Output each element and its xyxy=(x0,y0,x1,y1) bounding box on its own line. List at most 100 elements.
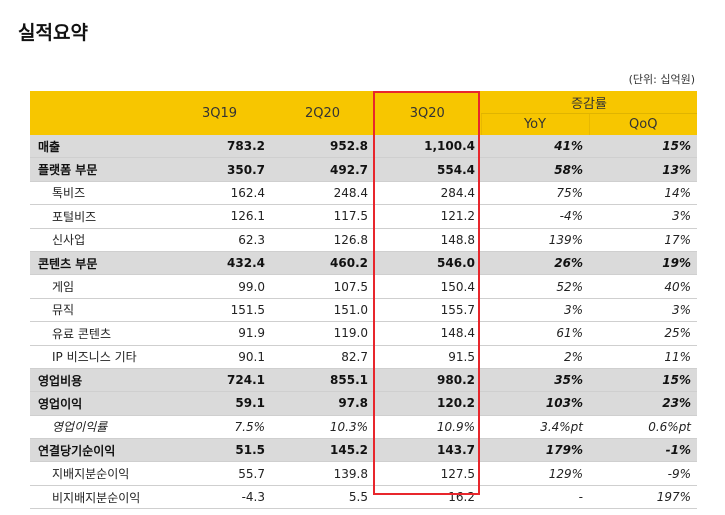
header-period-2q20: 2Q20 xyxy=(271,91,374,135)
table-row: 영업이익 59.1 97.8 120.2 103% 23% xyxy=(30,391,698,416)
cell-qoq: 197% xyxy=(589,485,698,510)
cell-3q19: 62.3 xyxy=(168,228,271,252)
row-label: 콘텐츠 부문 xyxy=(30,251,168,276)
cell-qoq: 19% xyxy=(589,251,698,276)
cell-qoq: 25% xyxy=(589,321,698,346)
cell-3q19: 151.5 xyxy=(168,298,271,323)
cell-qoq: 23% xyxy=(589,391,698,416)
cell-qoq: 15% xyxy=(589,368,698,393)
row-label: 영업비용 xyxy=(30,368,168,393)
cell-yoy: 139% xyxy=(481,228,589,252)
cell-yoy: 35% xyxy=(481,368,589,393)
cell-3q20: 127.5 xyxy=(374,461,481,486)
table-row: 신사업 62.3 126.8 148.8 139% 17% xyxy=(30,228,698,252)
cell-3q19: 126.1 xyxy=(168,204,271,229)
cell-3q20: 148.8 xyxy=(374,228,481,252)
cell-yoy: 129% xyxy=(481,461,589,486)
cell-yoy: 2% xyxy=(481,345,589,369)
cell-2q20: 117.5 xyxy=(271,204,374,229)
row-label: 뮤직 xyxy=(30,298,168,323)
table-row: 영업이익률 7.5% 10.3% 10.9% 3.4%pt 0.6%pt xyxy=(30,415,698,440)
unit-label: (단위: 십억원) xyxy=(628,73,695,86)
cell-3q19: 55.7 xyxy=(168,461,271,486)
cell-2q20: 5.5 xyxy=(271,485,374,510)
cell-3q19: 432.4 xyxy=(168,251,271,276)
table-row: 영업비용 724.1 855.1 980.2 35% 15% xyxy=(30,368,698,393)
cell-3q20: 120.2 xyxy=(374,391,481,416)
cell-yoy: 3.4%pt xyxy=(481,415,589,440)
cell-2q20: 139.8 xyxy=(271,461,374,486)
cell-3q20: 546.0 xyxy=(374,251,481,276)
cell-3q19: 724.1 xyxy=(168,368,271,393)
header-period-3q19: 3Q19 xyxy=(168,91,271,135)
cell-3q20: 980.2 xyxy=(374,368,481,393)
cell-yoy: -4% xyxy=(481,204,589,229)
cell-3q19: 99.0 xyxy=(168,274,271,299)
cell-3q20: 91.5 xyxy=(374,345,481,369)
header-qoq: QoQ xyxy=(588,113,698,135)
cell-2q20: 855.1 xyxy=(271,368,374,393)
table-row: IP 비즈니스 기타 90.1 82.7 91.5 2% 11% xyxy=(30,345,698,369)
row-label: 신사업 xyxy=(30,228,168,252)
cell-qoq: -9% xyxy=(589,461,698,486)
cell-2q20: 248.4 xyxy=(271,181,374,206)
cell-3q20: 1,100.4 xyxy=(374,135,481,159)
cell-2q20: 151.0 xyxy=(271,298,374,323)
cell-2q20: 10.3% xyxy=(271,415,374,440)
row-label: 지배지분순이익 xyxy=(30,461,168,486)
summary-table-wrap: 3Q19 2Q20 3Q20 증감률 YoY QoQ 매출 783.2 952.8 1… xyxy=(30,91,698,510)
cell-2q20: 126.8 xyxy=(271,228,374,252)
cell-qoq: 11% xyxy=(589,345,698,369)
table-row: 플랫폼 부문 350.7 492.7 554.4 58% 13% xyxy=(30,157,698,182)
table-row: 지배지분순이익 55.7 139.8 127.5 129% -9% xyxy=(30,461,698,486)
table-row: 유료 콘텐츠 91.9 119.0 148.4 61% 25% xyxy=(30,321,698,346)
cell-3q20: 150.4 xyxy=(374,274,481,299)
cell-3q20: 121.2 xyxy=(374,204,481,229)
row-label: 영업이익률 xyxy=(30,415,168,440)
cell-3q19: 51.5 xyxy=(168,438,271,463)
row-label: 비지배지분순이익 xyxy=(30,485,168,510)
table-body: 매출 783.2 952.8 1,100.4 41% 15% 플랫폼 부문 350.7 492.… xyxy=(30,135,698,510)
header-blank xyxy=(30,91,168,135)
cell-3q20: 155.7 xyxy=(374,298,481,323)
cell-yoy: - xyxy=(481,485,589,510)
cell-yoy: 61% xyxy=(481,321,589,346)
cell-qoq: 15% xyxy=(589,135,698,159)
cell-qoq: 0.6%pt xyxy=(589,415,698,440)
cell-3q19: 59.1 xyxy=(168,391,271,416)
cell-qoq: 13% xyxy=(589,157,698,182)
row-label: 영업이익 xyxy=(30,391,168,416)
row-label: IP 비즈니스 기타 xyxy=(30,345,168,369)
row-label: 포털비즈 xyxy=(30,204,168,229)
summary-table: 3Q19 2Q20 3Q20 증감률 YoY QoQ 매출 783.2 952.8 1… xyxy=(30,91,698,510)
cell-3q19: 350.7 xyxy=(168,157,271,182)
cell-yoy: 41% xyxy=(481,135,589,159)
cell-3q20: 554.4 xyxy=(374,157,481,182)
row-label: 연결당기순이익 xyxy=(30,438,168,463)
cell-2q20: 119.0 xyxy=(271,321,374,346)
cell-3q20: 10.9% xyxy=(374,415,481,440)
row-label: 유료 콘텐츠 xyxy=(30,321,168,346)
table-row: 비지배지분순이익 -4.3 5.5 16.2-197% xyxy=(30,485,698,510)
header-change-group: 증감률 xyxy=(481,91,698,114)
cell-2q20: 492.7 xyxy=(271,157,374,182)
cell-yoy: 3% xyxy=(481,298,589,323)
header-yoy: YoY xyxy=(480,113,589,135)
row-label: 톡비즈 xyxy=(30,181,168,206)
cell-qoq: 17% xyxy=(589,228,698,252)
table-row: 매출 783.2 952.8 1,100.4 41% 15% xyxy=(30,135,698,159)
table-row: 포털비즈 126.1 117.5 121.2 -4% 3% xyxy=(30,204,698,229)
cell-2q20: 460.2 xyxy=(271,251,374,276)
cell-3q19: -4.3 xyxy=(168,485,271,510)
row-label: 매출 xyxy=(30,135,168,159)
cell-yoy: 103% xyxy=(481,391,589,416)
cell-3q19: 91.9 xyxy=(168,321,271,346)
cell-2q20: 952.8 xyxy=(271,135,374,159)
cell-3q19: 7.5% xyxy=(168,415,271,440)
cell-yoy: 58% xyxy=(481,157,589,182)
cell-qoq: 14% xyxy=(589,181,698,206)
table-row: 연결당기순이익 51.5 145.2 143.7 179% -1% xyxy=(30,438,698,463)
cell-2q20: 97.8 xyxy=(271,391,374,416)
table-row: 콘텐츠 부문 432.4 460.2 546.0 26% 19% xyxy=(30,251,698,276)
cell-2q20: 145.2 xyxy=(271,438,374,463)
